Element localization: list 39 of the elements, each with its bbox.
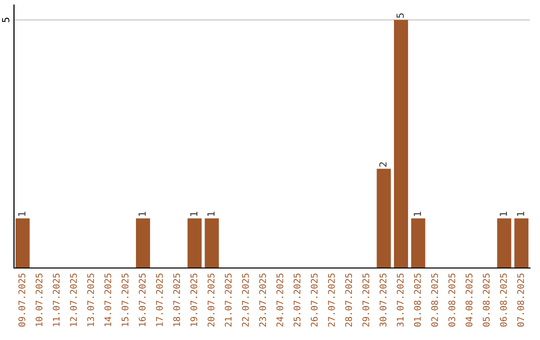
x-tick-label: 05.08.2025: [482, 274, 490, 327]
x-tick-label: 02.08.2025: [431, 274, 438, 327]
x-tick-label: 11.07.2025: [52, 274, 60, 326]
x-tick-label: 12.07.2025: [70, 274, 77, 326]
x-tick-label: 28.07.2025: [345, 274, 352, 327]
x-tick-label: 26.07.2025: [310, 274, 318, 327]
x-tick-label: 09.07.2025: [18, 274, 26, 327]
data-label: 1: [414, 212, 421, 216]
x-tick-label: 14.07.2025: [104, 274, 112, 326]
data-label: 1: [517, 212, 524, 216]
x-tick-label: 01.08.2025: [414, 274, 421, 327]
x-tick-label: 07.08.2025: [517, 274, 524, 327]
x-tick-label: 10.07.2025: [36, 274, 42, 326]
x-tick-label: 23.07.2025: [259, 274, 266, 327]
data-label: 1: [190, 212, 198, 216]
x-tick-label: 22.07.2025: [242, 274, 249, 327]
x-tick-label: 15.07.2025: [122, 274, 128, 326]
x-tick-label: 24.07.2025: [276, 274, 284, 327]
x-tick-label: 25.07.2025: [294, 274, 300, 327]
data-label: 2: [379, 162, 387, 167]
x-tick-label: 13.07.2025: [87, 274, 94, 326]
x-tick-label: 03.08.2025: [448, 274, 456, 327]
x-tick-label: 29.07.2025: [362, 274, 370, 327]
x-tick-label: 18.07.2025: [173, 274, 180, 326]
x-tick-label: 19.07.2025: [190, 274, 198, 326]
data-label: 1: [138, 212, 146, 216]
data-label: 5: [396, 13, 404, 18]
x-tick-label: 06.08.2025: [500, 274, 507, 327]
data-label: 1: [500, 212, 507, 216]
x-tick-label: 16.07.2025: [138, 274, 146, 326]
x-tick-label: 17.07.2025: [156, 274, 163, 326]
x-tick-label: 30.07.2025: [380, 274, 386, 327]
data-label: 1: [207, 212, 215, 216]
x-tick-label: 27.07.2025: [328, 274, 335, 327]
x-tick-label: 31.07.2025: [396, 274, 404, 327]
x-tick-label: 21.07.2025: [224, 274, 232, 327]
data-label: 1: [18, 212, 26, 216]
x-tick-label: 04.08.2025: [466, 274, 472, 327]
x-tick-label: 20.07.2025: [208, 274, 214, 327]
